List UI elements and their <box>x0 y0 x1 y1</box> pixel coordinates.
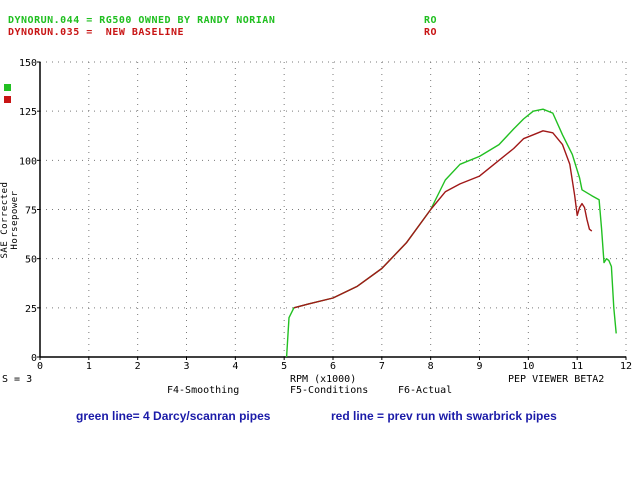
run1-label: DYNORUN.044 = RG500 OWNED BY RANDY NORIA… <box>8 15 276 26</box>
x-tick-label: 3 <box>183 361 189 372</box>
x-tick-label: 4 <box>232 361 238 372</box>
menu-actual[interactable]: F6-Actual <box>398 385 453 396</box>
y-tick-label: 0 <box>31 353 37 364</box>
x-tick-label: 5 <box>281 361 287 372</box>
x-tick-label: 12 <box>620 361 632 372</box>
y-tick-label: 100 <box>19 156 37 167</box>
viewer-name: PEP VIEWER BETA2 <box>508 374 605 385</box>
menu-conditions[interactable]: F5-Conditions <box>290 385 369 396</box>
run1-tag: RO <box>424 15 438 26</box>
x-tick-label: 1 <box>86 361 92 372</box>
run2-label: DYNORUN.035 = NEW BASELINE <box>8 27 185 38</box>
menu-smoothing[interactable]: F4-Smoothing <box>167 385 240 396</box>
series-line-green <box>285 108 617 358</box>
green-line-caption: green line= 4 Darcy/scanran pipes <box>76 409 271 423</box>
x-axis-label: RPM (x1000) <box>290 374 357 385</box>
y-tick-label: 150 <box>19 58 37 69</box>
x-tick-label: 6 <box>330 361 336 372</box>
y-tick-label: 50 <box>25 255 37 266</box>
y-tick-label: 125 <box>19 107 37 118</box>
legend-red-swatch <box>4 96 11 103</box>
series-line-red <box>293 130 593 309</box>
x-tick-label: 0 <box>37 361 43 372</box>
run2-tag: RO <box>424 27 438 38</box>
y-tick-label: 75 <box>25 206 37 217</box>
x-tick-label: 7 <box>379 361 385 372</box>
x-tick-label: 10 <box>522 361 534 372</box>
x-tick-label: 11 <box>571 361 583 372</box>
y-tick-label: 25 <box>25 304 37 315</box>
x-tick-label: 2 <box>135 361 141 372</box>
x-tick-label: 8 <box>428 361 434 372</box>
x-tick-label: 9 <box>476 361 482 372</box>
red-line-caption: red line = prev run with swarbrick pipes <box>331 409 557 423</box>
legend-green-swatch <box>4 84 11 91</box>
smoothing-value: S = 3 <box>2 374 33 385</box>
